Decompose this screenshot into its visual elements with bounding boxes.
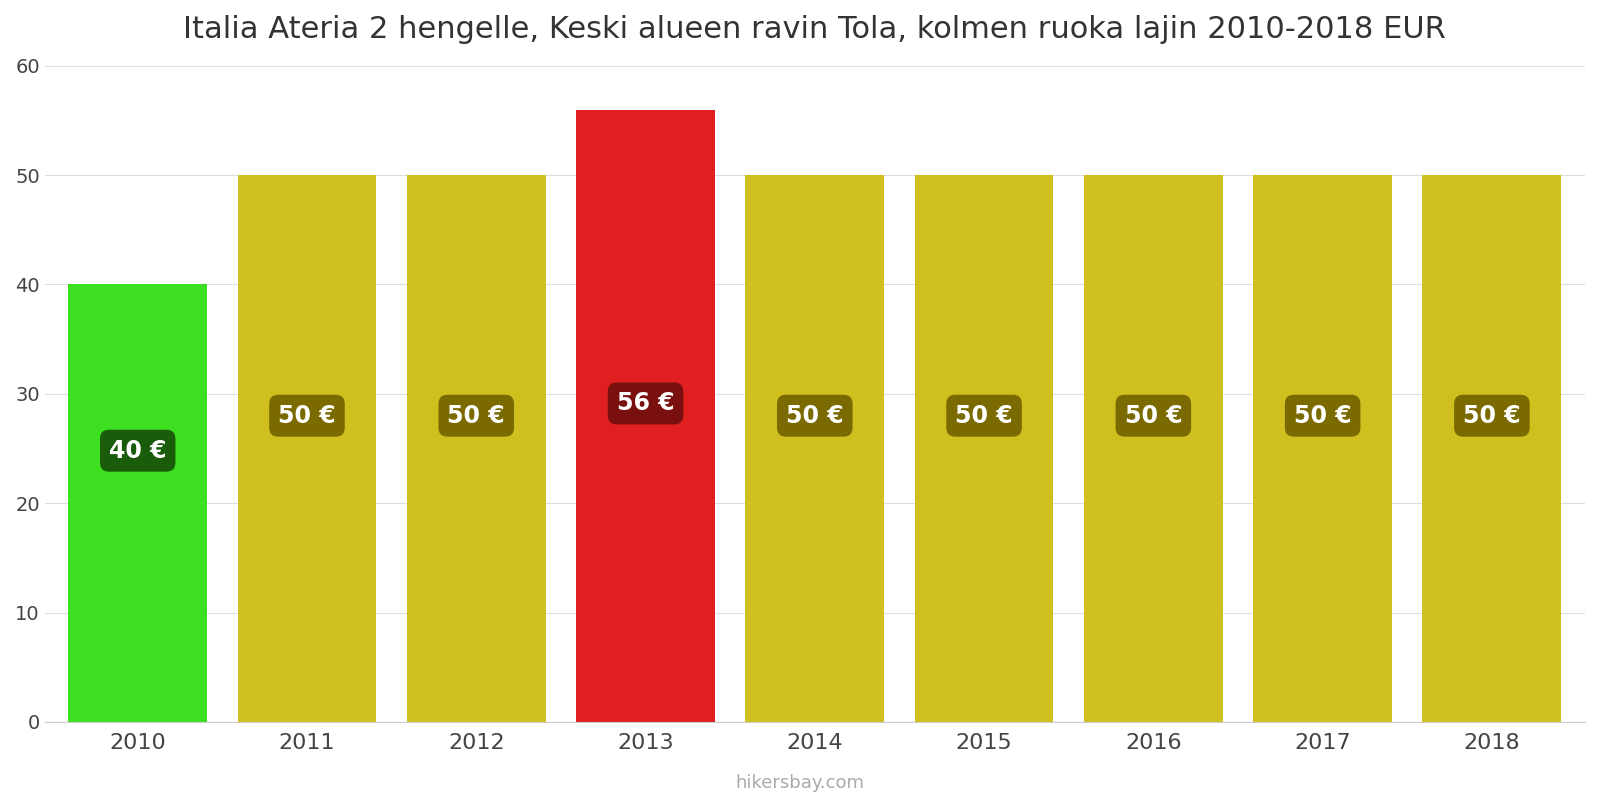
Title: Italia Ateria 2 hengelle, Keski alueen ravin Tola, kolmen ruoka lajin 2010-2018 : Italia Ateria 2 hengelle, Keski alueen r… xyxy=(184,15,1446,44)
Text: 50 €: 50 € xyxy=(955,404,1013,428)
Bar xyxy=(1253,175,1392,722)
Text: 56 €: 56 € xyxy=(616,391,674,415)
Bar xyxy=(1083,175,1222,722)
Bar xyxy=(915,175,1053,722)
Bar xyxy=(406,175,546,722)
Bar xyxy=(1422,175,1562,722)
Text: 50 €: 50 € xyxy=(1462,404,1520,428)
Bar xyxy=(576,110,715,722)
Text: 40 €: 40 € xyxy=(109,438,166,462)
Bar xyxy=(746,175,885,722)
Text: hikersbay.com: hikersbay.com xyxy=(736,774,864,792)
Text: 50 €: 50 € xyxy=(1294,404,1352,428)
Text: 50 €: 50 € xyxy=(786,404,843,428)
Text: 50 €: 50 € xyxy=(278,404,336,428)
Text: 50 €: 50 € xyxy=(1125,404,1182,428)
Text: 50 €: 50 € xyxy=(448,404,506,428)
Bar xyxy=(69,285,206,722)
Bar xyxy=(237,175,376,722)
